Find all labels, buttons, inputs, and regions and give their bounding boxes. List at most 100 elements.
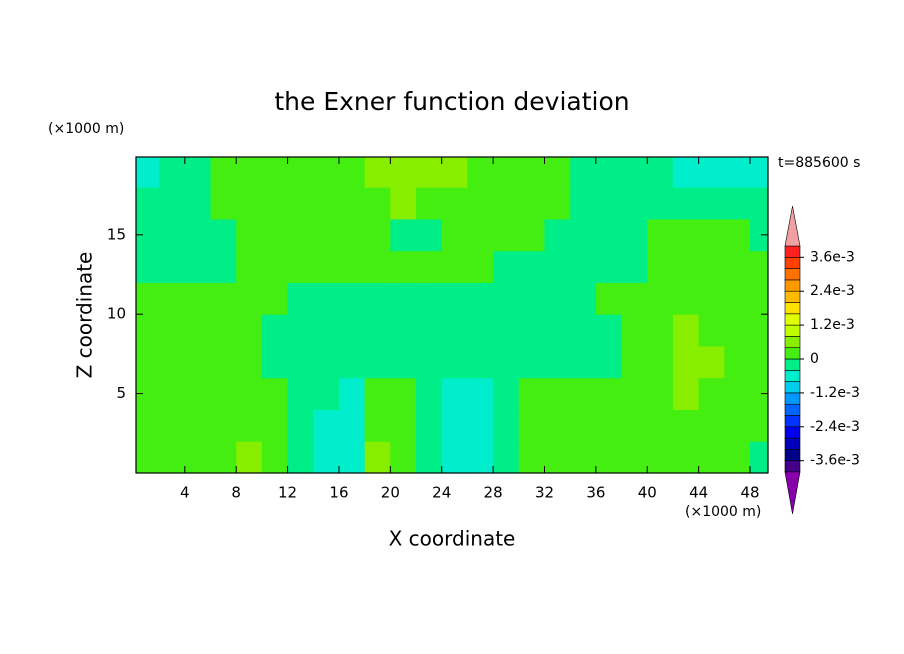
contour-cell <box>724 157 751 188</box>
contour-cell <box>364 157 391 188</box>
contour-cell <box>441 250 468 283</box>
contour-cell <box>518 282 545 315</box>
contour-cell <box>595 282 623 315</box>
contour-cell <box>136 441 160 473</box>
x-tick-label: 4 <box>180 484 190 502</box>
contour-cell <box>647 345 674 379</box>
contour-cell <box>518 377 545 410</box>
colorbar-box <box>784 403 801 416</box>
contour-cell <box>184 218 212 252</box>
colorbar-box <box>784 279 801 292</box>
y-tick-label: 5 <box>116 384 126 402</box>
contour-cell <box>750 282 768 315</box>
colorbar-tick-label: 0 <box>810 351 819 367</box>
contour-cell <box>621 250 648 283</box>
contour-cell <box>210 409 237 442</box>
contour-cell <box>184 409 212 442</box>
contour-cell <box>750 187 768 220</box>
contour-cell <box>698 377 725 410</box>
y-unit: (×1000 m) <box>48 121 124 137</box>
colorbar-box <box>784 336 801 348</box>
contour-cell <box>390 441 417 473</box>
x-tick-label: 28 <box>484 484 503 502</box>
contour-cell <box>136 282 160 315</box>
contour-cell <box>750 218 768 252</box>
contour-cell <box>210 187 237 220</box>
contour-cell <box>136 187 160 220</box>
contour-cell <box>136 345 160 379</box>
contour-cell <box>621 218 648 252</box>
contour-cell <box>390 345 417 379</box>
contour-cell <box>136 157 160 188</box>
contour-cell <box>570 282 597 315</box>
contour-cell <box>518 409 545 442</box>
contour-cell <box>467 250 494 283</box>
colorbar-tick-label: -3.6e-3 <box>810 453 860 469</box>
contour-cell <box>544 157 571 188</box>
contour-cell <box>236 409 263 442</box>
y-tick-label: 10 <box>107 305 126 323</box>
contour-cell <box>159 282 186 315</box>
contour-cell <box>313 282 340 315</box>
contour-cell <box>518 345 545 379</box>
colorbar-extend-over <box>784 205 801 247</box>
colorbar-box <box>784 437 801 450</box>
contour-cell <box>184 157 212 188</box>
contour-cell <box>467 187 494 220</box>
contour-cell <box>544 282 571 315</box>
contour-cell <box>287 409 314 442</box>
colorbar-box <box>784 415 801 428</box>
contour-cell <box>595 187 623 220</box>
colorbar-box <box>784 324 801 337</box>
contour-cell <box>364 250 391 283</box>
colorbar-box <box>784 245 801 258</box>
contour-cell <box>416 345 443 379</box>
contour-cell <box>518 250 545 283</box>
contour-cell <box>236 218 263 252</box>
contour-cell <box>287 377 314 410</box>
contour-cell <box>544 345 571 379</box>
contour-cell <box>390 282 417 315</box>
contour-cell <box>698 157 725 188</box>
contour-cell <box>287 250 314 283</box>
contour-cell <box>338 157 366 188</box>
contour-cell <box>364 187 391 220</box>
contour-cell <box>338 250 366 283</box>
contour-cell <box>159 314 186 347</box>
y-tick-label: 15 <box>107 225 126 243</box>
contour-cell <box>184 314 212 347</box>
contour-cell <box>338 282 366 315</box>
contour-cell <box>287 218 314 252</box>
x-tick-label: 20 <box>381 484 400 502</box>
contour-cell <box>364 377 391 410</box>
contour-cell <box>698 187 725 220</box>
contour-cell <box>338 218 366 252</box>
x-axis-label: X coordinate <box>389 527 516 551</box>
contour-cell <box>672 409 700 442</box>
y-axis-label: Z coordinate <box>73 252 97 379</box>
contour-cell <box>236 157 263 188</box>
contour-cell <box>313 377 340 410</box>
contour-cell <box>672 250 700 283</box>
contour-cell <box>416 250 443 283</box>
contour-cell <box>621 157 648 188</box>
contour-cell <box>570 377 597 410</box>
contour-cell <box>287 187 314 220</box>
colorbar-box <box>784 369 801 382</box>
contour-cell <box>493 409 520 442</box>
contour-cell <box>210 157 237 188</box>
contour-cell <box>647 314 674 347</box>
contour-cell <box>287 282 314 315</box>
contour-cell <box>570 314 597 347</box>
contour-cell <box>287 441 314 473</box>
contour-cell <box>159 409 186 442</box>
contour-cell <box>416 377 443 410</box>
contour-cell <box>698 409 725 442</box>
contour-cell <box>184 345 212 379</box>
contour-cell <box>390 157 417 188</box>
contour-cell <box>595 441 623 473</box>
contour-cell <box>467 377 494 410</box>
contour-cell <box>441 314 468 347</box>
contour-cell <box>750 314 768 347</box>
